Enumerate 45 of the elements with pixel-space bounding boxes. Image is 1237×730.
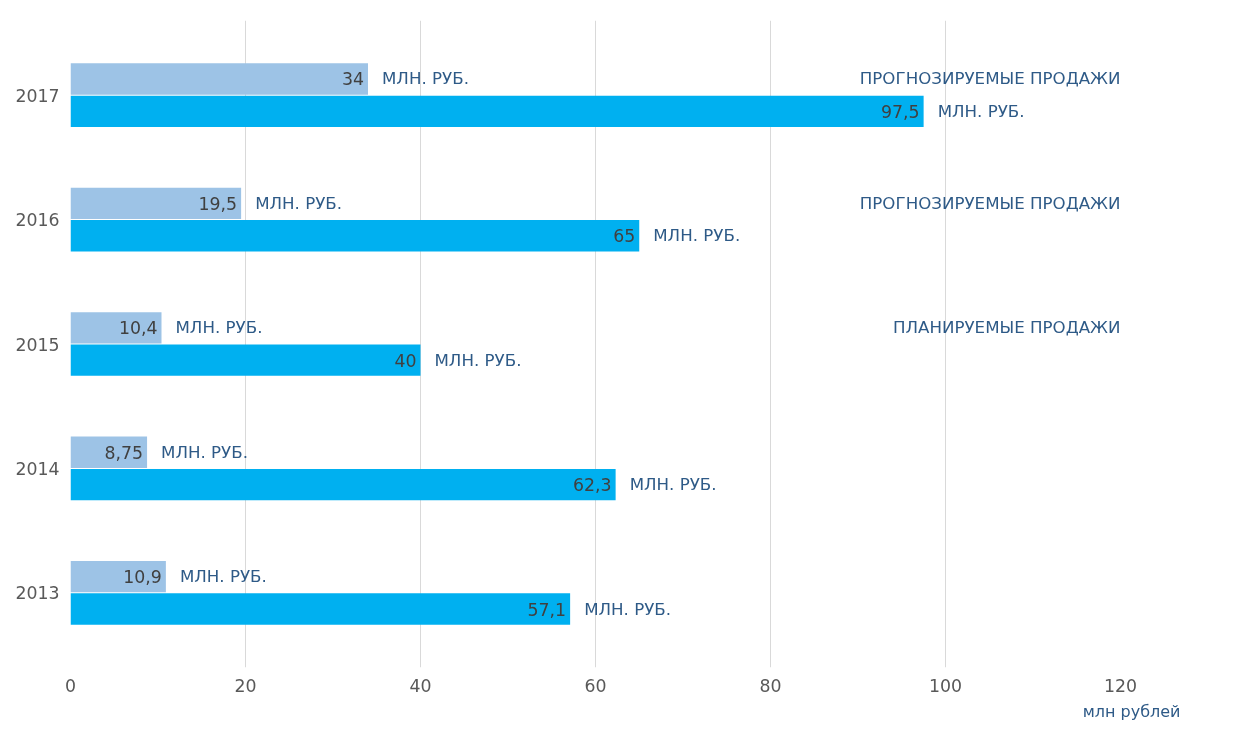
data-label: 65 xyxy=(613,226,636,247)
data-label: 8,75 xyxy=(104,442,144,463)
annotation: МЛН. РУБ. xyxy=(255,193,343,213)
annotation: ПРОГНОЗИРУЕМЫЕ ПРОДАЖИ xyxy=(859,193,1121,213)
annotation: МЛН. РУБ. xyxy=(179,567,267,587)
data-label: 10,4 xyxy=(118,318,158,339)
bar xyxy=(70,593,571,625)
bar xyxy=(70,187,242,220)
annotation: МЛН. РУБ. xyxy=(653,226,741,246)
data-label: 34 xyxy=(341,69,365,90)
x-tick-label: 80 xyxy=(759,675,782,696)
y-tick-label: 2016 xyxy=(15,210,60,231)
annotation: МЛН. РУБ. xyxy=(629,475,717,495)
x-tick-label: 0 xyxy=(64,675,77,696)
data-label: 19,5 xyxy=(198,193,238,214)
bar xyxy=(70,95,924,128)
bar xyxy=(70,312,162,344)
data-label: 10,9 xyxy=(123,567,162,588)
data-label: 40 xyxy=(394,350,417,371)
annotation: МЛН. РУБ. xyxy=(937,101,1025,121)
bar xyxy=(70,468,616,501)
bar xyxy=(70,344,421,376)
bar xyxy=(70,220,640,252)
x-tick-label: 120 xyxy=(1103,675,1138,696)
data-label: 97,5 xyxy=(881,101,920,122)
bar xyxy=(70,63,368,95)
bar xyxy=(70,560,166,593)
x-tick-label: 100 xyxy=(928,675,963,696)
y-tick-label: 2017 xyxy=(15,85,60,106)
y-tick-label: 2014 xyxy=(15,458,60,479)
annotation: ПЛАНИРУЕМЫЕ ПРОДАЖИ xyxy=(892,318,1121,338)
annotation: ПРОГНОЗИРУЕМЫЕ ПРОДАЖИ xyxy=(859,69,1121,89)
annotation: МЛН. РУБ. xyxy=(382,69,469,89)
y-tick-label: 2013 xyxy=(15,583,60,604)
data-label: 62,3 xyxy=(573,475,612,496)
annotation: МЛН. РУБ. xyxy=(584,599,672,619)
x-tick-label: 40 xyxy=(409,675,432,696)
data-label: 57,1 xyxy=(527,599,567,620)
annotation: МЛН. РУБ. xyxy=(161,442,248,462)
x-tick-label: 20 xyxy=(234,675,257,696)
annotation: МЛН. РУБ. xyxy=(175,318,263,338)
x-axis-title: млн рублей xyxy=(1082,701,1181,721)
x-tick-label: 60 xyxy=(584,675,607,696)
annotation: МЛН. РУБ. xyxy=(434,350,522,370)
y-tick-label: 2015 xyxy=(15,334,60,355)
